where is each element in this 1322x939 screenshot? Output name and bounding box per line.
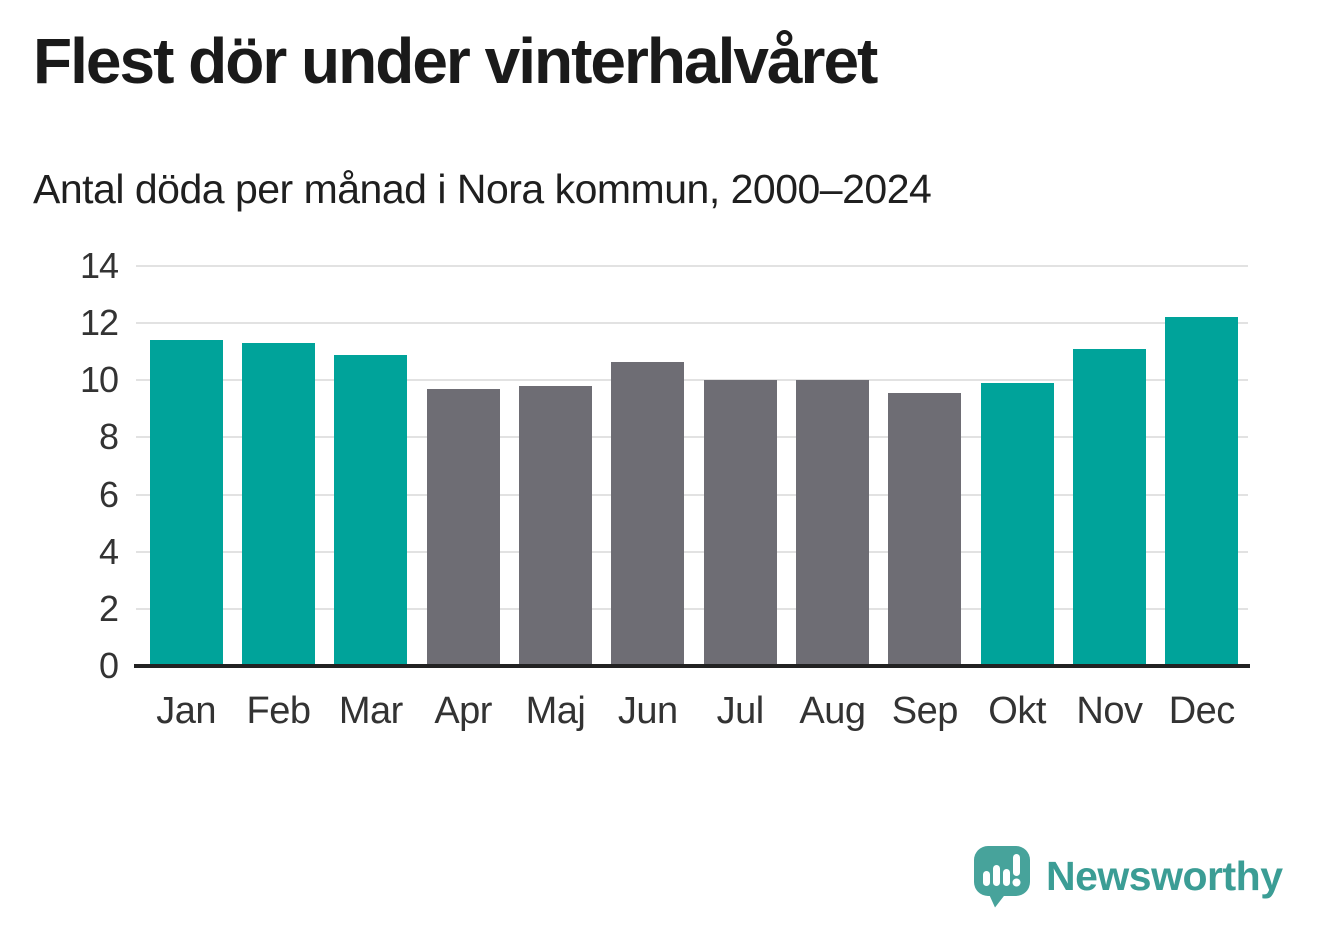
y-tick-label-10: 10 <box>79 359 119 401</box>
newsworthy-logo: Newsworthy <box>972 844 1283 908</box>
x-tick-label-nov: Nov <box>1076 690 1143 732</box>
x-tick-label-dec: Dec <box>1168 690 1236 732</box>
chart-subtitle: Antal döda per månad i Nora kommun, 2000… <box>33 166 932 212</box>
x-axis-tick-labels: Jan Feb Mar Apr Maj Jun Jul Aug Sep Okt Nov Dec <box>140 690 1248 733</box>
x-tick-label-sep: Sep <box>891 690 959 732</box>
y-tick-label-14: 14 <box>79 245 119 286</box>
bar-slot-okt <box>971 266 1063 666</box>
x-tick-label-mar: Mar <box>338 690 403 732</box>
gridline-2 <box>136 607 1248 610</box>
x-tick-label-aug: Aug <box>799 690 866 732</box>
chart-title: Flest dör under vinterhalvåret <box>33 25 878 97</box>
bar-slot-dec <box>1156 266 1248 666</box>
bar-okt <box>980 383 1054 666</box>
bar-dec <box>1165 317 1239 666</box>
bar-slot-aug <box>786 266 878 666</box>
bar-chart-exclamation-glyph <box>983 854 1021 887</box>
newsworthy-logo-text: Newsworthy <box>1046 852 1283 899</box>
bar-jun <box>611 361 685 666</box>
y-axis-tick-labels: 0 2 4 6 8 10 12 14 <box>20 246 119 686</box>
plot-area <box>134 265 1250 668</box>
bar-slot-feb <box>232 266 324 666</box>
gridline-12 <box>136 322 1248 325</box>
gridline-6 <box>136 493 1248 496</box>
bar-jul <box>703 380 777 666</box>
newsworthy-logo-mark-icon <box>974 846 1030 908</box>
bar-feb <box>242 343 315 666</box>
bar-slot-nov <box>1063 266 1155 666</box>
y-tick-label-12: 12 <box>79 302 119 344</box>
x-axis-line <box>134 664 1250 668</box>
bar-slot-jul <box>694 266 786 666</box>
bar-slot-jun <box>602 266 694 666</box>
bar-slot-jan <box>140 266 232 666</box>
bar-sep <box>888 393 962 666</box>
gridline-10 <box>136 379 1248 382</box>
bar-slot-sep <box>879 266 971 666</box>
bar-aug <box>795 380 869 666</box>
y-tick-label-4: 4 <box>98 530 119 572</box>
bar-series <box>140 266 1248 666</box>
x-tick-label-okt: Okt <box>988 690 1046 732</box>
x-tick-label-maj: Maj <box>525 690 586 732</box>
bar-slot-mar <box>325 266 417 666</box>
y-tick-label-0: 0 <box>98 645 119 686</box>
x-tick-label-jan: Jan <box>156 690 217 732</box>
bar-slot-maj <box>509 266 601 666</box>
gridline-8 <box>136 436 1248 439</box>
y-tick-label-8: 8 <box>98 416 119 458</box>
x-tick-label-feb: Feb <box>246 690 311 732</box>
bar-mar <box>334 354 408 666</box>
gridline-4 <box>136 550 1248 553</box>
x-tick-label-jun: Jun <box>617 690 678 732</box>
bar-maj <box>519 386 592 666</box>
bar-slot-apr <box>417 266 509 666</box>
x-tick-label-apr: Apr <box>434 690 492 732</box>
bar-nov <box>1072 348 1146 666</box>
speech-bubble-pin-shape <box>974 846 1030 908</box>
x-tick-label-jul: Jul <box>716 690 765 732</box>
bar-apr <box>426 388 500 666</box>
y-tick-label-6: 6 <box>98 473 119 515</box>
y-tick-label-2: 2 <box>98 587 119 629</box>
bar-jan <box>149 340 223 666</box>
gridline-14 <box>136 265 1248 267</box>
